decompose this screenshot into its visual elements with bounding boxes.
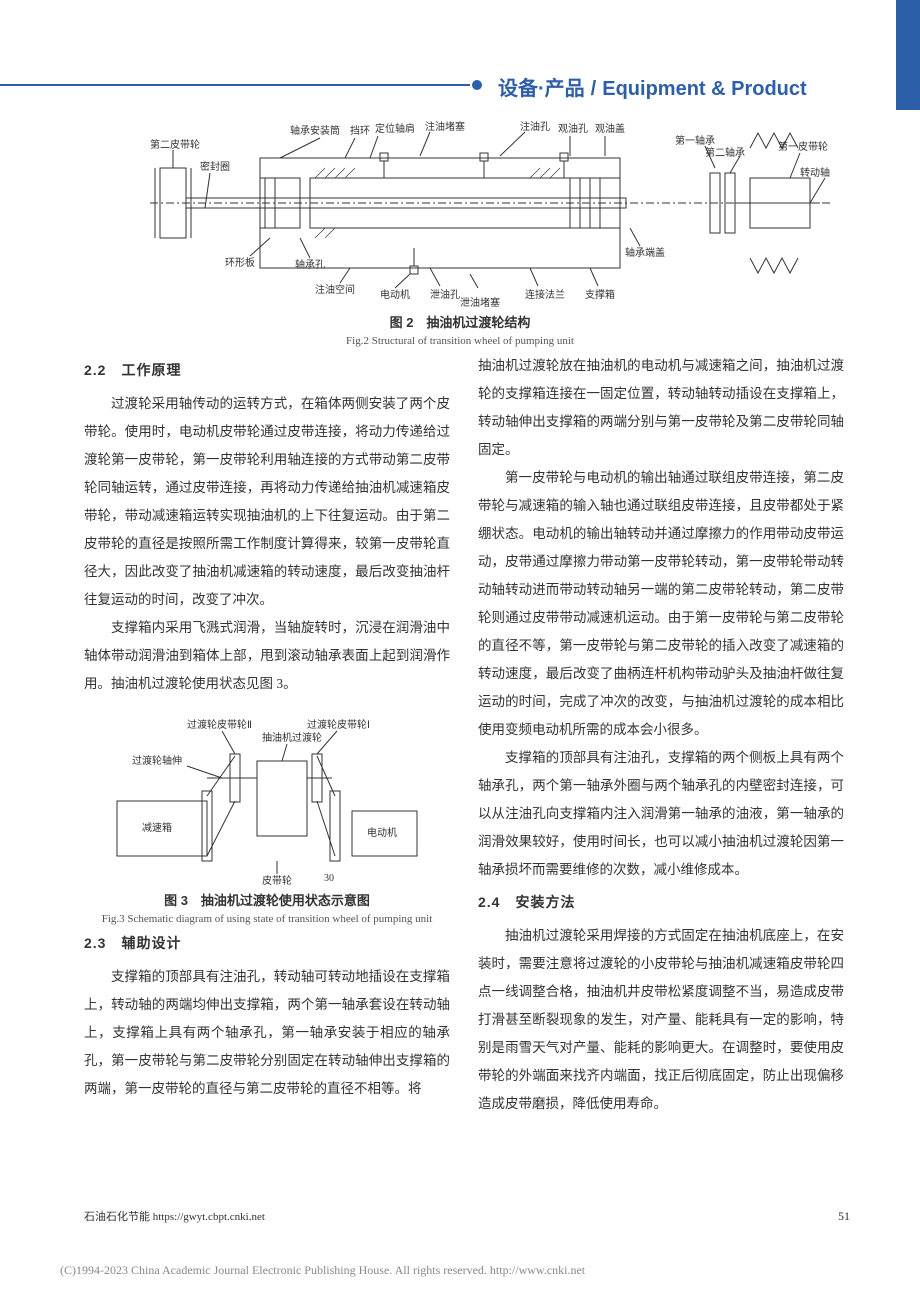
lbl-motor-f3: 电动机 — [367, 826, 397, 839]
s23-para-1: 支撑箱的顶部具有注油孔，转动轴可转动地插设在支撑箱上，转动轴的两端均伸出支撑箱，… — [84, 963, 450, 1103]
s22-para-2: 支撑箱内采用飞溅式润滑，当轴旋转时，沉浸在润滑油中轴体带动润滑油到箱体上部，甩到… — [84, 614, 450, 698]
lbl-trans-shaft: 过渡轮轴伸 — [132, 754, 182, 767]
header-dot — [472, 80, 482, 90]
header-rule — [0, 84, 470, 86]
header-title-en: Equipment & Product — [602, 78, 806, 100]
fig2-caption-cn: 图 2 抽油机过渡轮结构 — [0, 312, 920, 331]
lbl-pulley2: 第二皮带轮 — [150, 138, 200, 151]
lbl-bearing1: 第一轴承 — [675, 134, 715, 147]
s24-para-1: 抽油机过渡轮采用焊接的方式固定在抽油机底座上，在安装时，需要注意将过渡轮的小皮带… — [478, 922, 844, 1118]
fig3-caption-cn: 图 3 抽油机过渡轮使用状态示意图 — [84, 890, 450, 909]
lbl-trans-wheel: 抽油机过渡轮 — [262, 731, 322, 744]
left-column: 2.2 工作原理 过渡轮采用轴传动的运转方式，在箱体两侧安装了两个皮带轮。使用时… — [84, 352, 450, 1118]
lbl-baffle: 挡环 — [350, 124, 370, 137]
section-2-2-title: 2.2 工作原理 — [84, 360, 450, 380]
section-2-4-title: 2.4 安装方法 — [478, 892, 844, 912]
header-title: 设备·产品/Equipment & Product — [498, 72, 807, 101]
lbl-drainhole: 泄油孔 — [430, 288, 460, 301]
right-para-2: 第一皮带轮与电动机的输出轴通过联组皮带连接，第二皮带轮与减速箱的输入轴也通过联组… — [478, 464, 844, 744]
right-para-3: 支撑箱的顶部具有注油孔，支撑箱的两个侧板上具有两个轴承孔，两个第一轴承外圈与两个… — [478, 744, 844, 884]
figure-2-caption: 图 2 抽油机过渡轮结构 Fig.2 Structural of transit… — [0, 312, 920, 347]
lbl-sealring: 密封圈 — [200, 160, 230, 173]
footer-journal: 石油石化节能 https://gwyt.cbpt.cnki.net — [84, 1208, 265, 1224]
lbl-num30: 30 — [324, 873, 334, 884]
lbl-bearinghole: 轴承孔 — [295, 258, 325, 271]
footer-page: 51 — [838, 1209, 850, 1224]
lbl-flange: 连接法兰 — [525, 288, 565, 301]
text-columns: 2.2 工作原理 过渡轮采用轴传动的运转方式，在箱体两侧安装了两个皮带轮。使用时… — [84, 352, 844, 1118]
lbl-oilplug: 注油堵塞 — [425, 120, 465, 133]
lbl-drainplug: 泄油堵塞 — [460, 296, 500, 308]
right-column: 抽油机过渡轮放在抽油机的电动机与减速箱之间，抽油机过渡轮的支撑箱连接在一固定位置… — [478, 352, 844, 1118]
lbl-viewhole: 观油孔 — [558, 122, 588, 135]
lbl-trans-pulley2: 过渡轮皮带轮Ⅱ — [187, 718, 252, 731]
lbl-oilhole: 注油孔 — [520, 120, 550, 133]
lbl-bearingcap: 轴承端盖 — [625, 246, 665, 259]
lbl-motor: 电动机 — [380, 288, 410, 301]
lbl-pulley1: 第一皮带轮 — [778, 140, 828, 153]
lbl-ringplate: 环形板 — [225, 256, 255, 269]
lbl-trans-pulley1: 过渡轮皮带轮Ⅰ — [307, 718, 370, 731]
lbl-rotshaft: 转动轴 — [800, 166, 830, 179]
right-para-1: 抽油机过渡轮放在抽油机的电动机与减速箱之间，抽油机过渡轮的支撑箱连接在一固定位置… — [478, 352, 844, 464]
lbl-belt: 皮带轮 — [262, 874, 292, 886]
figure-3-caption: 图 3 抽油机过渡轮使用状态示意图 Fig.3 Schematic diagra… — [84, 890, 450, 925]
fig2-caption-en: Fig.2 Structural of transition wheel of … — [0, 335, 920, 347]
corner-accent — [896, 0, 920, 110]
footer-copyright: (C)1994-2023 China Academic Journal Elec… — [60, 1263, 585, 1278]
lbl-spacer: 定位轴肩 — [375, 122, 415, 135]
fig3-caption-en: Fig.3 Schematic diagram of using state o… — [84, 913, 450, 925]
lbl-supportbox: 支撑箱 — [585, 288, 615, 301]
header-title-cn: 设备·产品 — [498, 78, 585, 100]
figure-2-diagram: 第二皮带轮 密封圈 轴承安装筒 挡环 定位轴肩 注油堵塞 注油孔 观油孔 观油盖… — [130, 118, 830, 308]
lbl-bearing2: 第二轴承 — [705, 146, 745, 159]
s22-para-1: 过渡轮采用轴传动的运转方式，在箱体两侧安装了两个皮带轮。使用时，电动机皮带轮通过… — [84, 390, 450, 614]
lbl-oilspace: 注油空间 — [315, 283, 355, 296]
lbl-bearing-sleeve: 轴承安装筒 — [290, 124, 340, 137]
lbl-reducer: 减速箱 — [142, 821, 172, 834]
section-2-3-title: 2.3 辅助设计 — [84, 933, 450, 953]
figure-3-diagram: 过渡轮皮带轮Ⅱ 过渡轮皮带轮Ⅰ 过渡轮轴伸 抽油机过渡轮 减速箱 皮带轮 电动机… — [102, 706, 432, 886]
lbl-viewcover: 观油盖 — [595, 122, 625, 135]
